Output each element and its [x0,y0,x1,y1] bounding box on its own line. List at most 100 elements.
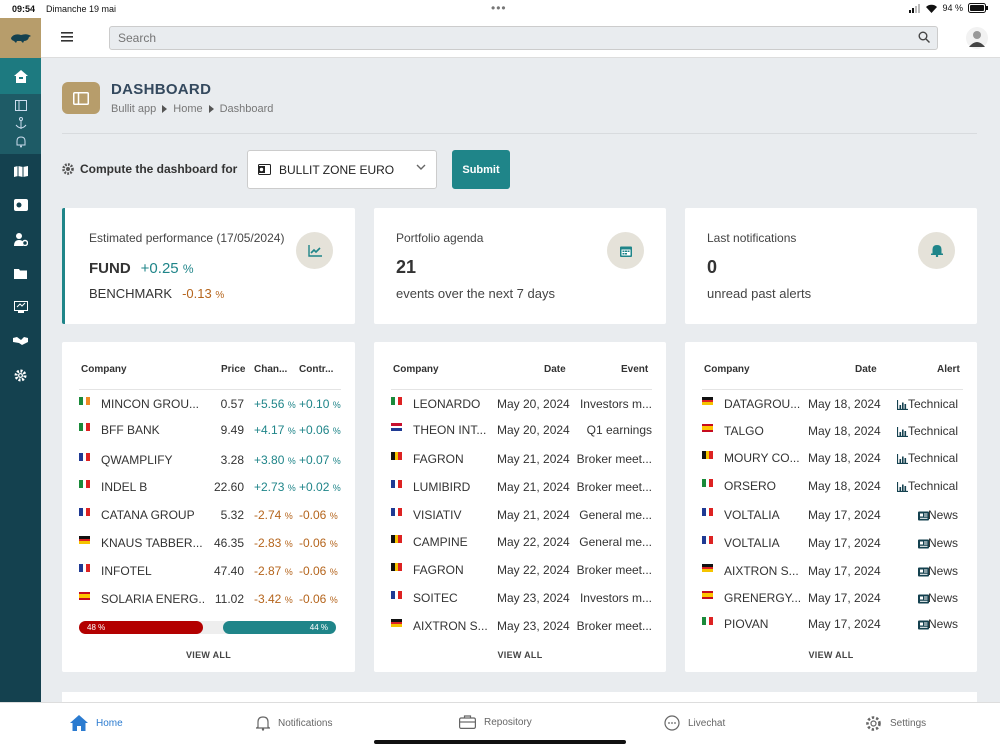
briefcase-icon [459,715,476,729]
view-all-performance-link[interactable]: VIEW ALL [185,650,232,660]
sidebar-item-handshake[interactable] [0,324,41,358]
sidebar-item-users-settings[interactable] [0,222,41,256]
company-name: DATAGROU... [724,397,800,411]
table-row[interactable]: SOITEC May 23, 2024 Investors m... [391,588,652,610]
fund-value: +0.25 [140,260,179,277]
event-name: Broker meet... [576,563,652,577]
sidebar-item-settings[interactable] [0,358,41,392]
table-row[interactable]: MINCON GROU... 0.57 +5.56 % +0.10 % [79,394,341,416]
contribution-value: -0.06 % [299,564,338,578]
user-gear-icon [13,232,28,246]
col-date[interactable]: Date [855,364,877,375]
col-company[interactable]: Company [393,364,439,375]
contribution-number: +0.06 [299,423,330,437]
col-price[interactable]: Price [221,364,246,375]
col-event[interactable]: Event [621,364,649,375]
company-name: CAMPINE [413,535,468,549]
table-row[interactable]: LUMIBIRD May 21, 2024 Broker meet... [391,477,652,499]
view-all-agenda-link[interactable]: VIEW ALL [497,650,543,660]
newspaper-icon [918,567,929,577]
company-name: LUMIBIRD [413,480,471,494]
tab-settings[interactable]: Settings [865,715,926,732]
tab-home[interactable]: Home [70,715,123,731]
table-row[interactable]: FAGRON May 22, 2024 Broker meet... [391,560,652,582]
col-company[interactable]: Company [704,364,750,375]
gear-icon [14,369,27,381]
table-row[interactable]: ORSERO May 18, 2024 Technical [702,476,963,498]
sidebar-item-anchor[interactable] [15,117,27,130]
map-icon [13,165,28,177]
chart-icon-circle [296,232,333,269]
table-row[interactable]: AIXTRON S... May 17, 2024 News [702,561,963,583]
home-indicator[interactable] [374,740,626,744]
change-value: +4.17 % [254,423,296,437]
breadcrumb-app[interactable]: Bullit app [111,103,157,115]
fund-label: FUND [89,260,131,277]
company-name: INDEL B [101,480,148,494]
col-contribution[interactable]: Contr... [299,364,334,375]
sidebar-item-monitor[interactable] [0,290,41,324]
flag-de-icon [391,619,402,627]
company-name: MINCON GROU... [101,397,199,411]
breadcrumb-home[interactable]: Home [173,103,203,115]
sidebar-item-bell[interactable] [15,136,27,148]
sidebar-item-outlook[interactable] [0,188,41,222]
table-row[interactable]: INFOTEL 47.40 -2.87 % -0.06 % [79,561,341,583]
tab-livechat[interactable]: Livechat [664,715,725,731]
flag-es-icon [79,592,90,600]
table-row[interactable]: BFF BANK 9.49 +4.17 % +0.06 % [79,420,341,442]
table-row[interactable]: INDEL B 22.60 +2.73 % +0.02 % [79,477,341,499]
tab-notifications[interactable]: Notifications [256,715,332,731]
multitask-dots-icon[interactable]: ••• [491,1,507,15]
table-row[interactable]: FAGRON May 21, 2024 Broker meet... [391,449,652,471]
table-row[interactable]: CAMPINE May 22, 2024 General me... [391,532,652,554]
agenda-card[interactable]: Portfolio agenda 21 events over the next… [374,208,666,324]
submit-button[interactable]: Submit [452,150,510,189]
col-date[interactable]: Date [544,364,566,375]
performance-label: Estimated performance (17/05/2024) [89,231,285,245]
change-value: -3.42 % [254,592,293,606]
table-row[interactable]: KNAUS TABBER... 46.35 -2.83 % -0.06 % [79,533,341,555]
contribution-value: +0.07 % [299,453,341,467]
portfolio-select[interactable]: BULLIT ZONE EURO [247,150,437,189]
table-row[interactable]: LEONARDO May 20, 2024 Investors m... [391,394,652,416]
contribution-unit: % [329,567,338,577]
table-row[interactable]: AIXTRON S... May 23, 2024 Broker meet... [391,616,652,638]
change-number: +2.73 [254,480,285,494]
table-row[interactable]: VISIATIV May 21, 2024 General me... [391,505,652,527]
tab-repository[interactable]: Repository [459,715,532,729]
col-alert[interactable]: Alert [937,364,960,375]
table-row[interactable]: VOLTALIA May 17, 2024 News [702,505,963,527]
company-name: BFF BANK [101,423,160,437]
agenda-sub: events over the next 7 days [396,286,555,301]
company-name: LEONARDO [413,397,481,411]
table-row[interactable]: MOURY CO... May 18, 2024 Technical [702,448,963,470]
table-row[interactable]: SOLARIA ENERG... 11.02 -3.42 % -0.06 % [79,589,341,611]
menu-hamburger-icon[interactable] [61,32,73,42]
company-name: KNAUS TABBER... [101,536,203,550]
table-row[interactable]: THEON INT... May 20, 2024 Q1 earnings [391,420,652,442]
table-row[interactable]: TALGO May 18, 2024 Technical [702,421,963,443]
sidebar-item-folder[interactable] [0,256,41,290]
table-row[interactable]: CATANA GROUP 5.32 -2.74 % -0.06 % [79,505,341,527]
table-row[interactable]: GRENERGY... May 17, 2024 News [702,588,963,610]
status-time: 09:54 [12,4,36,14]
performance-card[interactable]: Estimated performance (17/05/2024) FUND … [62,208,355,324]
table-row[interactable]: DATAGROU... May 18, 2024 Technical [702,394,963,416]
col-change[interactable]: Chan... [254,364,288,375]
search-icon[interactable] [918,31,930,43]
app-logo[interactable] [0,18,41,58]
table-row[interactable]: PIOVAN May 17, 2024 News [702,614,963,636]
contribution-value: -0.06 % [299,536,338,550]
sidebar-item-home[interactable] [0,58,41,94]
col-company[interactable]: Company [81,364,127,375]
search-input[interactable] [109,26,938,50]
user-avatar[interactable] [966,27,988,49]
table-row[interactable]: QWAMPLIFY 3.28 +3.80 % +0.07 % [79,450,341,472]
sidebar-item-dashboard[interactable] [14,100,27,111]
table-row[interactable]: VOLTALIA May 17, 2024 News [702,533,963,555]
sidebar-item-map[interactable] [0,154,41,188]
notifications-card[interactable]: Last notifications 0 unread past alerts [685,208,977,324]
alerts-table-card: Company Date Alert DATAGROU... May 18, 20… [685,342,977,672]
view-all-alerts-link[interactable]: VIEW ALL [808,650,854,660]
